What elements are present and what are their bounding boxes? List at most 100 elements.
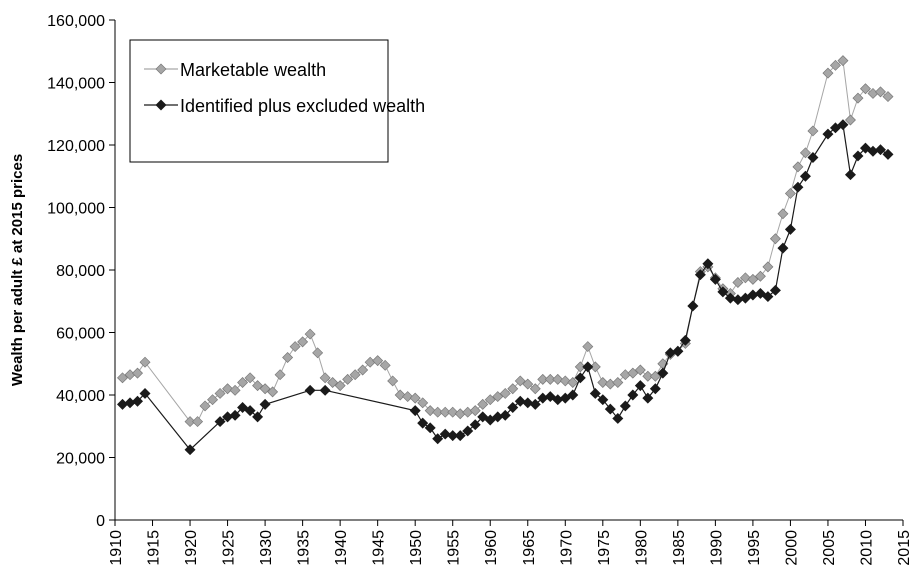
data-point (447, 406, 459, 418)
data-point (139, 356, 151, 368)
data-point (612, 412, 624, 424)
data-point (492, 391, 504, 403)
data-point (229, 409, 241, 421)
data-point (432, 433, 444, 445)
data-point (717, 286, 729, 298)
data-point (192, 416, 204, 428)
data-point (117, 372, 128, 384)
data-point (282, 352, 294, 363)
data-point (394, 389, 406, 401)
data-point (642, 370, 654, 382)
data-point (829, 122, 841, 134)
data-point (634, 364, 646, 376)
data-point (139, 387, 151, 399)
data-point (424, 422, 436, 434)
data-point (882, 148, 894, 160)
data-point (544, 373, 556, 385)
data-point (754, 287, 766, 299)
data-point (484, 414, 496, 426)
x-tick-label: 1950 (408, 530, 425, 566)
data-point (267, 386, 279, 398)
legend-box (129, 39, 389, 163)
data-point (649, 383, 661, 395)
data-point (567, 389, 579, 401)
x-tick-label: 1955 (446, 530, 463, 566)
data-point (259, 398, 271, 410)
data-point (582, 341, 594, 353)
data-point (319, 384, 331, 396)
data-point (357, 364, 369, 376)
data-point (552, 373, 564, 385)
legend-label: Marketable wealth (180, 60, 326, 80)
data-point (432, 406, 444, 418)
data-point (297, 336, 309, 348)
data-point (559, 392, 571, 404)
data-point (679, 334, 691, 346)
data-point (454, 430, 466, 442)
data-point (387, 375, 399, 387)
data-point (792, 181, 804, 193)
data-point (409, 392, 421, 404)
legend-marker (155, 63, 167, 75)
data-point (372, 355, 384, 367)
data-point (477, 398, 489, 410)
y-tick-label: 120,000 (47, 138, 105, 155)
data-point (529, 383, 541, 395)
data-point (424, 405, 436, 417)
y-tick-label: 60,000 (56, 326, 105, 343)
data-point (417, 417, 429, 429)
data-point (762, 261, 774, 273)
data-point (852, 150, 864, 162)
data-point (807, 125, 819, 137)
data-point (379, 359, 391, 371)
x-tick-label: 1975 (596, 530, 613, 566)
data-point (439, 406, 451, 418)
data-point (304, 328, 316, 340)
data-point (469, 405, 481, 417)
data-point (462, 406, 474, 418)
data-point (619, 400, 631, 412)
data-point (874, 86, 886, 98)
data-point (439, 428, 451, 440)
data-point (597, 377, 609, 388)
data-point (484, 394, 496, 406)
data-point (852, 92, 864, 104)
data-point (529, 398, 541, 410)
y-tick-label: 20,000 (56, 451, 105, 468)
data-point (589, 387, 601, 399)
data-point (657, 367, 669, 379)
data-point (724, 292, 736, 304)
data-point (237, 377, 249, 388)
data-point (882, 91, 894, 103)
data-point (612, 377, 624, 388)
data-point (627, 389, 639, 401)
data-point (304, 384, 316, 396)
x-tick-label: 1965 (521, 530, 538, 566)
data-point (454, 408, 466, 420)
data-point (214, 387, 226, 399)
data-point (709, 273, 721, 285)
data-point (567, 377, 579, 388)
y-axis-label: Wealth per adult £ at 2015 prices (9, 154, 26, 386)
data-point (222, 383, 234, 395)
data-point (627, 367, 639, 379)
x-tick-label: 2005 (821, 530, 838, 566)
data-point (477, 411, 489, 423)
data-point (259, 383, 271, 395)
data-point (559, 375, 571, 387)
data-point (837, 119, 849, 131)
data-point (402, 391, 414, 403)
data-point (589, 361, 601, 373)
x-tick-label: 1910 (108, 530, 125, 566)
data-point (252, 411, 264, 423)
data-point (642, 392, 654, 404)
data-point (507, 383, 519, 395)
legend-marker (155, 99, 167, 111)
data-point (649, 370, 661, 382)
data-point (537, 373, 549, 385)
data-point (514, 375, 526, 387)
data-point (739, 292, 751, 304)
x-tick-label: 1935 (296, 530, 313, 566)
x-tick-label: 1920 (183, 530, 200, 566)
